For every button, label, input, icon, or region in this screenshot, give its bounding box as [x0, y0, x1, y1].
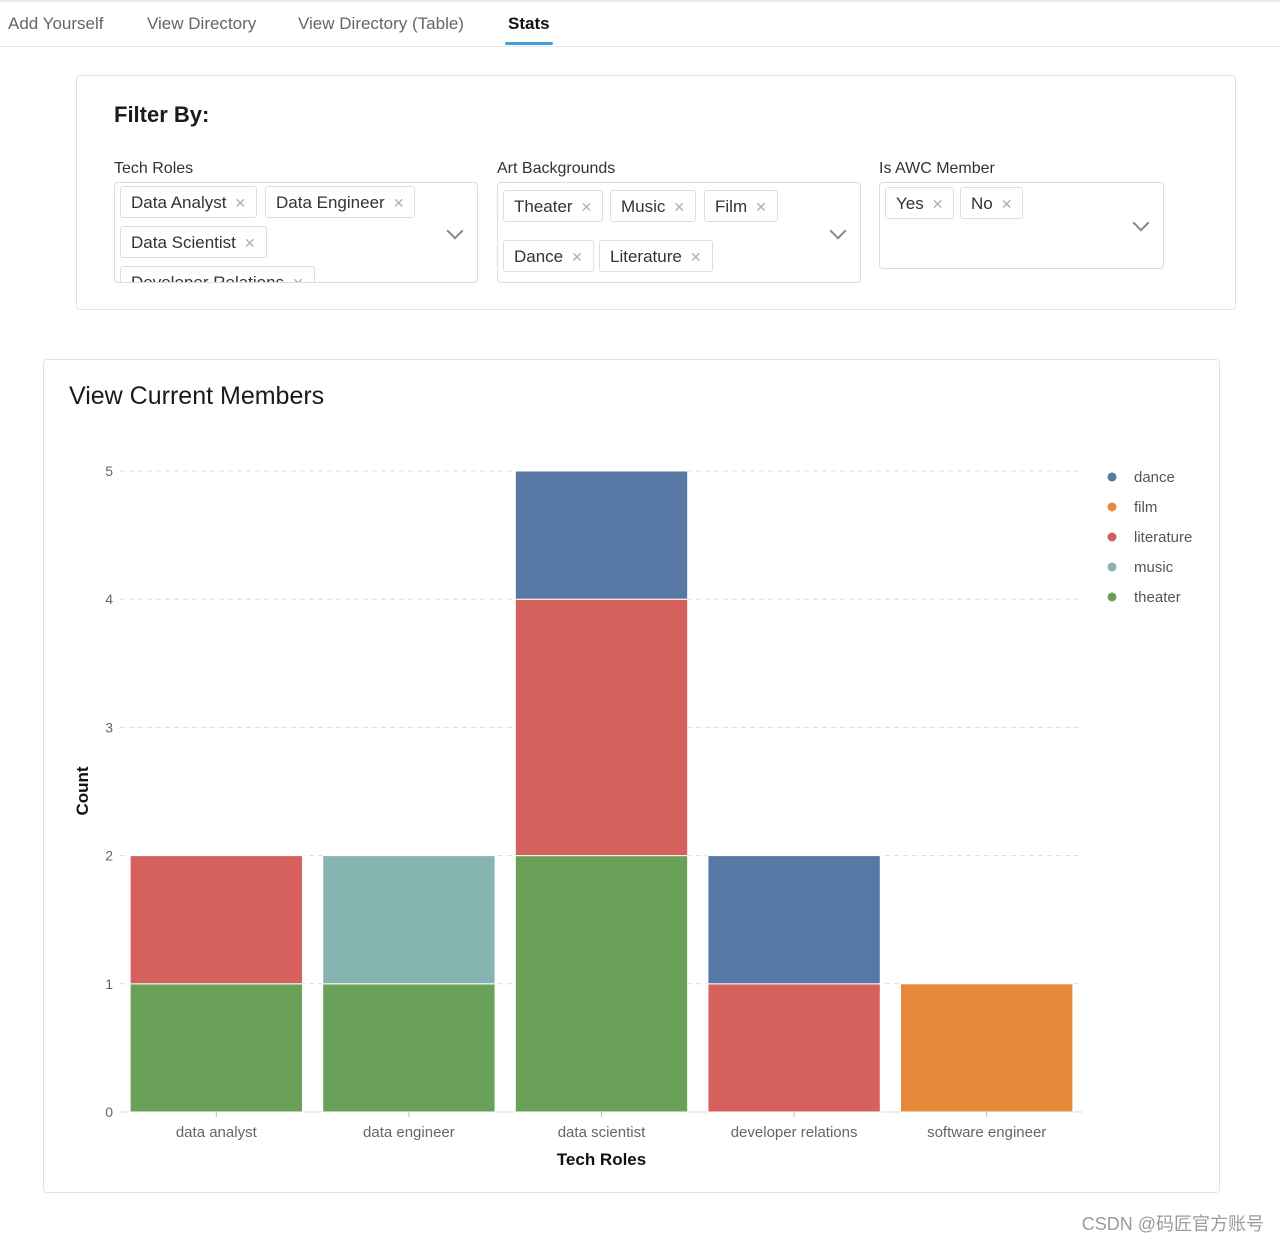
art-backgrounds-filter: Art Backgrounds Theater ✕ Music ✕ Film ✕ Da… — [497, 158, 861, 283]
chip-label: Literature — [610, 247, 682, 266]
y-axis-title: Count — [73, 766, 92, 815]
y-tick-label: 0 — [105, 1104, 113, 1120]
chip-label: Data Scientist — [131, 233, 236, 252]
remove-icon[interactable]: ✕ — [234, 195, 247, 211]
bar-segment-theater — [129, 983, 303, 1113]
bar-segment-literature — [129, 855, 303, 985]
chip-no: No ✕ — [960, 187, 1024, 219]
legend-swatch-music — [1107, 562, 1117, 572]
chip-label: No — [971, 194, 993, 213]
remove-icon[interactable]: ✕ — [1000, 196, 1013, 212]
chevron-down-icon[interactable] — [829, 222, 847, 240]
chip-data-analyst: Data Analyst ✕ — [120, 186, 258, 218]
bar-segment-theater — [514, 855, 689, 1113]
bar-segment-dance — [707, 855, 881, 985]
chip-label: Theater — [514, 197, 573, 216]
tab-stats[interactable]: Stats — [508, 14, 550, 33]
art-backgrounds-label: Art Backgrounds — [497, 160, 616, 177]
bar-segment-film — [900, 983, 1074, 1113]
filter-title: Filter By: — [114, 102, 210, 127]
stacked-bar-chart: 0 1 2 3 4 5 data analyst data engineer data scie… — [73, 463, 1192, 1169]
tech-roles-filter: Tech Roles Data Analyst ✕ Data Engineer ✕ … — [114, 158, 478, 283]
chip-developer-relations: Developer Relations ✕ — [120, 266, 315, 283]
remove-icon[interactable]: ✕ — [755, 199, 767, 215]
x-axis-title: Tech Roles — [557, 1150, 646, 1169]
tab-view-directory[interactable]: View Directory — [147, 14, 257, 33]
legend-label-literature: literature — [1134, 529, 1192, 546]
legend-label-dance: dance — [1134, 469, 1175, 486]
remove-icon[interactable]: ✕ — [571, 249, 583, 265]
chip-dance: Dance ✕ — [503, 240, 594, 272]
y-tick-label: 5 — [105, 463, 113, 479]
chart-panel: View Current Members 0 1 2 3 4 5 data analyst d… — [43, 359, 1220, 1193]
remove-icon[interactable]: ✕ — [931, 196, 944, 212]
remove-icon[interactable]: ✕ — [392, 195, 405, 211]
watermark: CSDN @码匠官方账号 — [1081, 1214, 1264, 1234]
x-tick-label: developer relations — [731, 1124, 858, 1141]
tech-roles-label: Tech Roles — [114, 160, 194, 177]
bar-segment-dance — [514, 470, 689, 600]
active-tab-indicator — [505, 42, 553, 45]
chip-label: Music — [621, 197, 666, 216]
chip-label: Data Analyst — [131, 193, 227, 212]
chip-music: Music ✕ — [610, 190, 697, 222]
tab-add-yourself[interactable]: Add Yourself — [8, 14, 104, 33]
chip-label: Film — [715, 197, 748, 216]
chip-film: Film ✕ — [704, 190, 778, 222]
legend-label-film: film — [1134, 499, 1157, 516]
filter-panel: Filter By: Tech Roles Data Analyst ✕ Data… — [76, 75, 1236, 310]
chip-label: Developer Relations — [131, 273, 285, 283]
remove-icon[interactable]: ✕ — [580, 199, 593, 215]
bar-segment-music — [322, 855, 496, 985]
chip-yes: Yes ✕ — [885, 187, 955, 219]
chart-title: View Current Members — [69, 382, 325, 410]
chip-theater: Theater ✕ — [503, 190, 604, 222]
y-tick-label: 3 — [105, 719, 113, 735]
x-tick-label: software engineer — [927, 1124, 1046, 1141]
chip-label: Data Engineer — [276, 193, 385, 212]
chip-literature: Literature ✕ — [599, 240, 713, 272]
top-tab-bar: Add Yourself View Directory View Directo… — [0, 0, 1280, 47]
remove-icon[interactable]: ✕ — [292, 275, 304, 283]
legend-swatch-film — [1107, 502, 1117, 512]
remove-icon[interactable]: ✕ — [673, 199, 686, 215]
chip-data-scientist: Data Scientist ✕ — [120, 226, 267, 258]
x-tick-label: data engineer — [363, 1124, 455, 1141]
legend-swatch-dance — [1107, 472, 1117, 482]
tab-view-directory-table[interactable]: View Directory (Table) — [298, 14, 464, 33]
awc-member-select[interactable]: Yes ✕ No ✕ — [879, 182, 1164, 269]
art-backgrounds-select[interactable]: Theater ✕ Music ✕ Film ✕ Dance ✕ Literature ✕ — [497, 182, 861, 283]
legend-label-music: music — [1134, 559, 1174, 576]
bar-segment-theater — [322, 983, 496, 1113]
chevron-down-icon[interactable] — [1132, 214, 1150, 232]
bar-segment-literature — [707, 983, 881, 1113]
bar-segment-literature — [514, 598, 689, 857]
awc-member-filter: Is AWC Member Yes ✕ No ✕ — [879, 158, 1164, 283]
remove-icon[interactable]: ✕ — [243, 235, 256, 251]
legend-swatch-theater — [1107, 592, 1117, 602]
x-tick-label: data analyst — [176, 1124, 258, 1141]
y-tick-label: 2 — [105, 848, 113, 864]
awc-member-label: Is AWC Member — [879, 160, 995, 177]
remove-icon[interactable]: ✕ — [689, 249, 702, 265]
legend-swatch-literature — [1107, 532, 1117, 542]
legend-label-theater: theater — [1134, 589, 1181, 606]
chip-data-engineer: Data Engineer ✕ — [265, 186, 416, 218]
y-tick-label: 4 — [105, 591, 113, 607]
chip-label: Dance — [514, 247, 564, 266]
chip-label: Yes — [896, 194, 924, 213]
x-tick-label: data scientist — [558, 1124, 646, 1141]
tech-roles-select[interactable]: Data Analyst ✕ Data Engineer ✕ Data Scient… — [114, 182, 478, 283]
chevron-down-icon[interactable] — [446, 222, 464, 240]
y-tick-label: 1 — [105, 976, 113, 992]
